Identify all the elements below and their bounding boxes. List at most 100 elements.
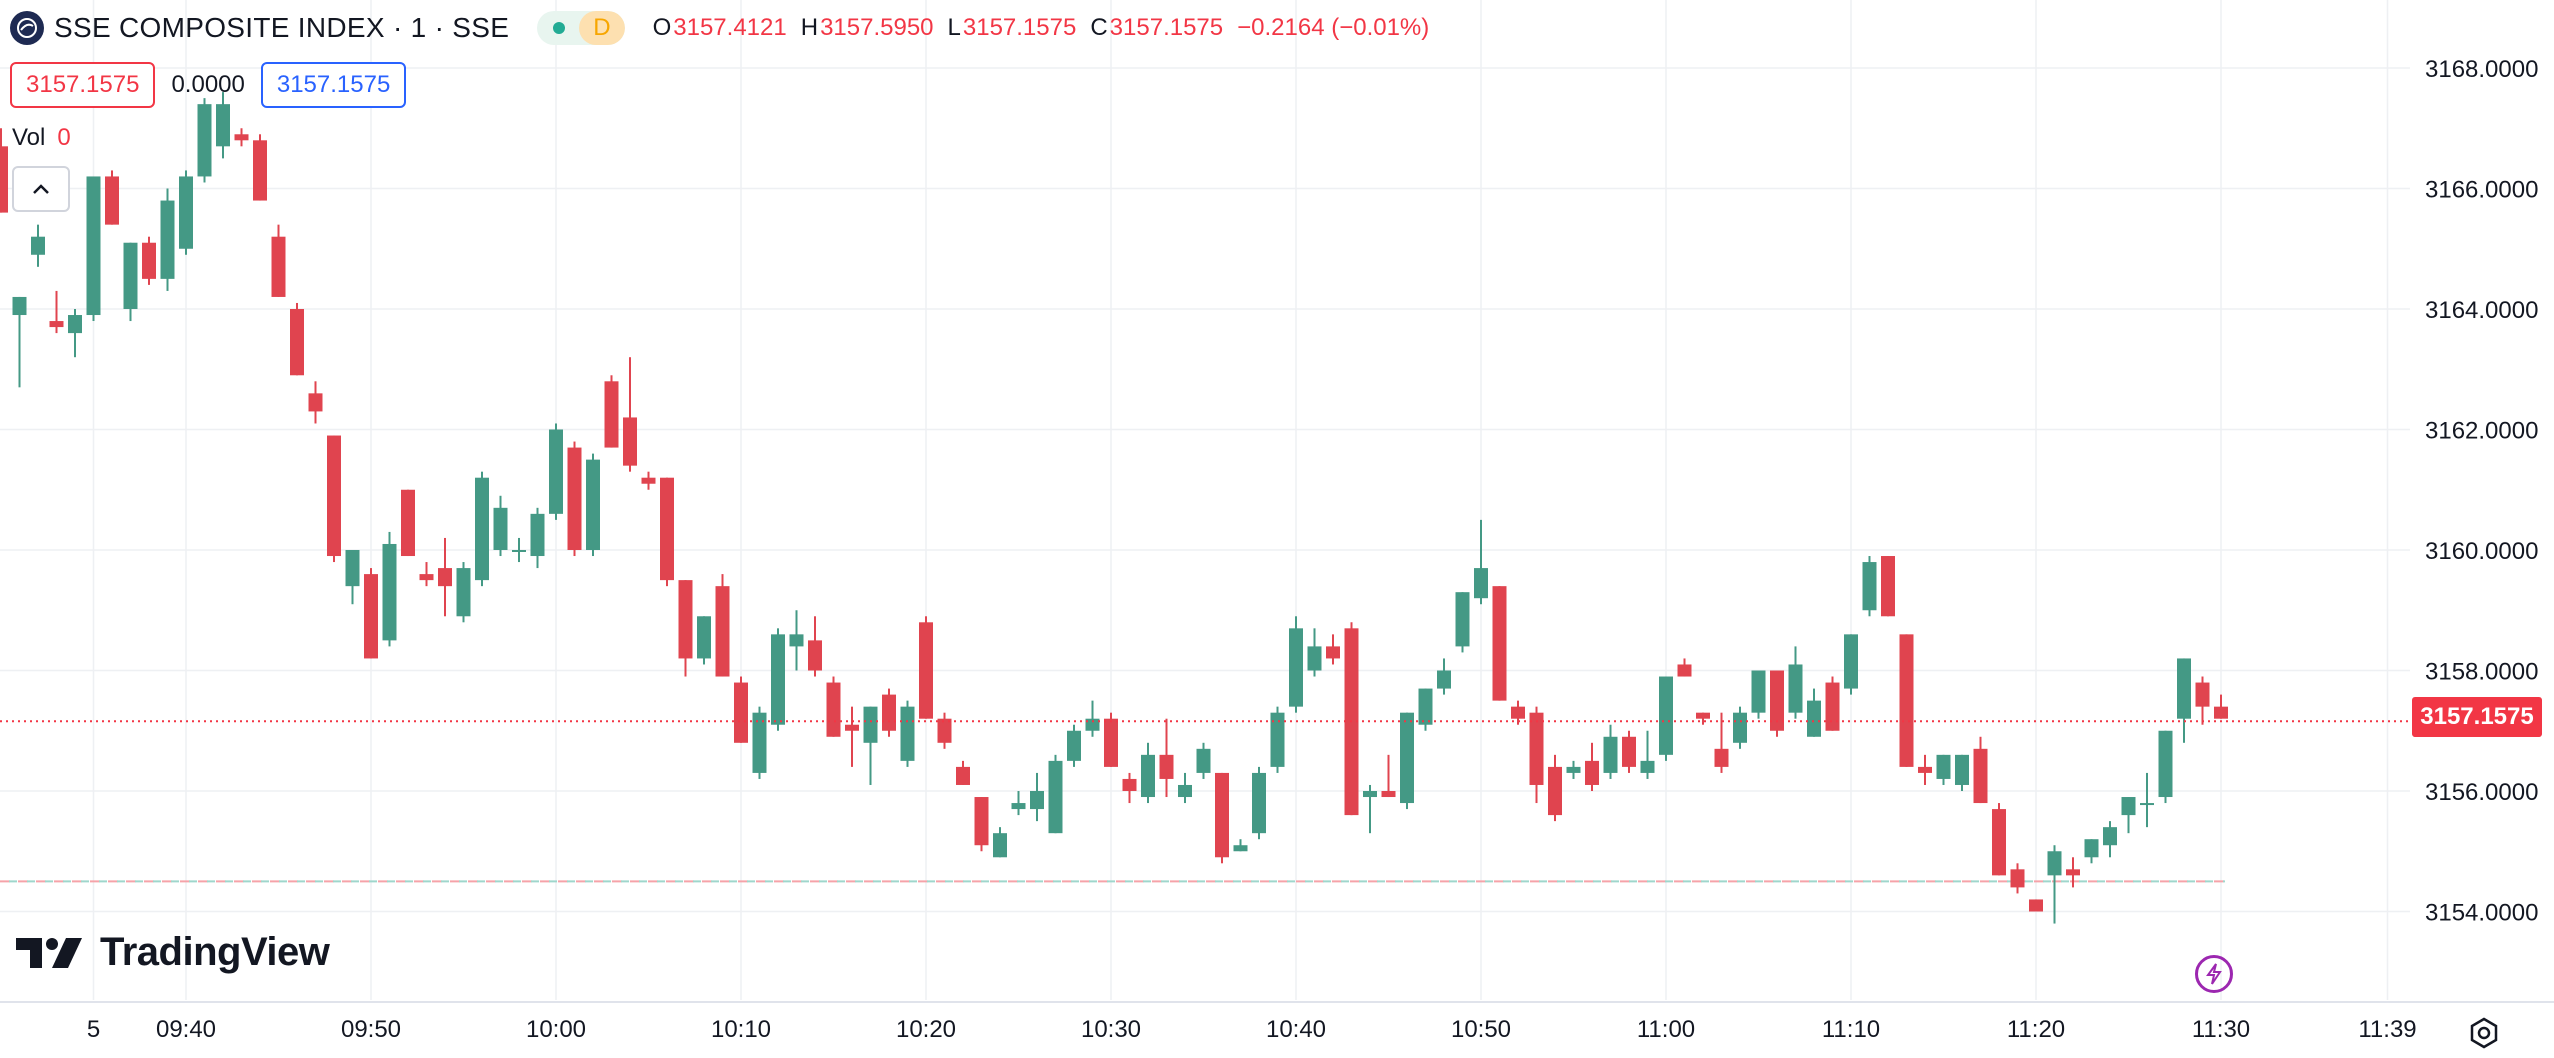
candle-down[interactable]: [2195, 676, 2210, 725]
candle-down[interactable]: [937, 712, 952, 749]
candle-down[interactable]: [364, 568, 378, 659]
candle-down[interactable]: [919, 616, 933, 719]
candle-up[interactable]: [216, 92, 230, 159]
candle-up[interactable]: [1437, 658, 1451, 695]
candle-down[interactable]: [974, 797, 989, 852]
candle-up[interactable]: [530, 507, 545, 569]
candle-up[interactable]: [789, 610, 804, 671]
candle-up[interactable]: [1936, 754, 1951, 785]
market-status-pill[interactable]: D: [537, 11, 625, 45]
candle-down[interactable]: [882, 688, 896, 737]
candle-up[interactable]: [2103, 821, 2117, 858]
candle-up[interactable]: [771, 628, 785, 731]
candle-up[interactable]: [1363, 784, 1377, 834]
candle-up[interactable]: [1252, 766, 1266, 840]
candle-down[interactable]: [1899, 634, 1914, 767]
candle-up[interactable]: [586, 453, 600, 557]
candle-up[interactable]: [1048, 754, 1063, 834]
candle-down[interactable]: [438, 537, 452, 617]
candle-down[interactable]: [1881, 556, 1895, 617]
candle-up[interactable]: [1196, 742, 1211, 779]
candle-up[interactable]: [160, 188, 175, 291]
candle-down[interactable]: [419, 562, 434, 587]
candle-down[interactable]: [641, 471, 656, 490]
candle-up[interactable]: [863, 706, 878, 785]
candle-down[interactable]: [1696, 712, 1710, 725]
candle-down[interactable]: [0, 128, 8, 213]
candle-up[interactable]: [1289, 616, 1303, 713]
candle-down[interactable]: [1714, 712, 1729, 773]
gear-icon[interactable]: [2466, 1015, 2502, 1051]
candle-up[interactable]: [1011, 791, 1026, 816]
candle-down[interactable]: [567, 441, 582, 557]
candle-down[interactable]: [2066, 857, 2080, 888]
candle-up[interactable]: [475, 471, 489, 587]
candle-up[interactable]: [2121, 797, 2136, 834]
candle-up[interactable]: [1178, 772, 1192, 804]
candle-up[interactable]: [900, 700, 915, 767]
candle-up[interactable]: [68, 309, 82, 358]
candle-up[interactable]: [1418, 688, 1433, 731]
candle-up[interactable]: [1640, 730, 1655, 779]
candle-down[interactable]: [290, 302, 304, 376]
candle-down[interactable]: [660, 477, 674, 587]
candle-up[interactable]: [2177, 658, 2191, 743]
candle-down[interactable]: [327, 435, 341, 563]
candle-down[interactable]: [1770, 670, 1784, 737]
candle-up[interactable]: [2158, 730, 2173, 804]
candle-up[interactable]: [179, 170, 193, 255]
candle-up[interactable]: [1030, 772, 1044, 822]
candle-up[interactable]: [752, 706, 767, 779]
candle-up[interactable]: [12, 296, 27, 388]
candle-down[interactable]: [142, 236, 156, 285]
candle-down[interactable]: [1825, 676, 1840, 731]
candle-up[interactable]: [1955, 754, 1969, 791]
candle-up[interactable]: [1566, 760, 1581, 779]
candle-down[interactable]: [1215, 772, 1229, 864]
candle-up[interactable]: [2047, 845, 2062, 924]
candle-up[interactable]: [1067, 724, 1081, 767]
candle-up[interactable]: [1844, 634, 1858, 695]
candle-up[interactable]: [456, 562, 471, 623]
candle-up[interactable]: [1807, 688, 1821, 737]
candle-down[interactable]: [1381, 754, 1396, 798]
candle-down[interactable]: [623, 357, 637, 472]
candle-up[interactable]: [1141, 742, 1155, 804]
candle-down[interactable]: [1918, 754, 1932, 785]
candle-down[interactable]: [1122, 772, 1137, 804]
candle-up[interactable]: [345, 550, 360, 605]
candle-down[interactable]: [1344, 622, 1359, 816]
candle-down[interactable]: [1159, 718, 1174, 798]
candle-up[interactable]: [2084, 839, 2099, 864]
candle-down[interactable]: [308, 381, 323, 424]
candle-down[interactable]: [1492, 586, 1507, 701]
candle-up[interactable]: [549, 423, 563, 520]
candle-up[interactable]: [1659, 676, 1673, 761]
volume-legend[interactable]: Vol 0: [12, 124, 71, 152]
symbol-title[interactable]: SSE COMPOSITE INDEX · 1 · SSE: [54, 12, 510, 43]
candle-up[interactable]: [382, 531, 397, 647]
candle-down[interactable]: [1326, 634, 1340, 665]
candle-up[interactable]: [1270, 706, 1285, 773]
candle-down[interactable]: [956, 760, 970, 785]
candle-down[interactable]: [271, 224, 286, 297]
candle-up[interactable]: [1455, 592, 1470, 653]
candle-up[interactable]: [31, 224, 45, 267]
lightning-icon[interactable]: [2195, 955, 2233, 993]
candle-down[interactable]: [2010, 863, 2025, 894]
collapse-legend-button[interactable]: [12, 166, 70, 212]
candle-down[interactable]: [2214, 694, 2228, 719]
candle-up[interactable]: [1733, 706, 1747, 749]
candle-down[interactable]: [1677, 658, 1692, 677]
candle-down[interactable]: [734, 676, 748, 743]
candle-down[interactable]: [1529, 706, 1544, 804]
candle-up[interactable]: [1085, 700, 1100, 737]
candle-up[interactable]: [1233, 839, 1248, 852]
candle-down[interactable]: [401, 489, 415, 557]
candle-up[interactable]: [1788, 646, 1803, 719]
candle-up[interactable]: [493, 495, 508, 557]
candle-up[interactable]: [1307, 628, 1322, 677]
candle-down[interactable]: [253, 134, 267, 201]
candle-up[interactable]: [512, 537, 526, 563]
candle-up[interactable]: [2140, 772, 2154, 828]
